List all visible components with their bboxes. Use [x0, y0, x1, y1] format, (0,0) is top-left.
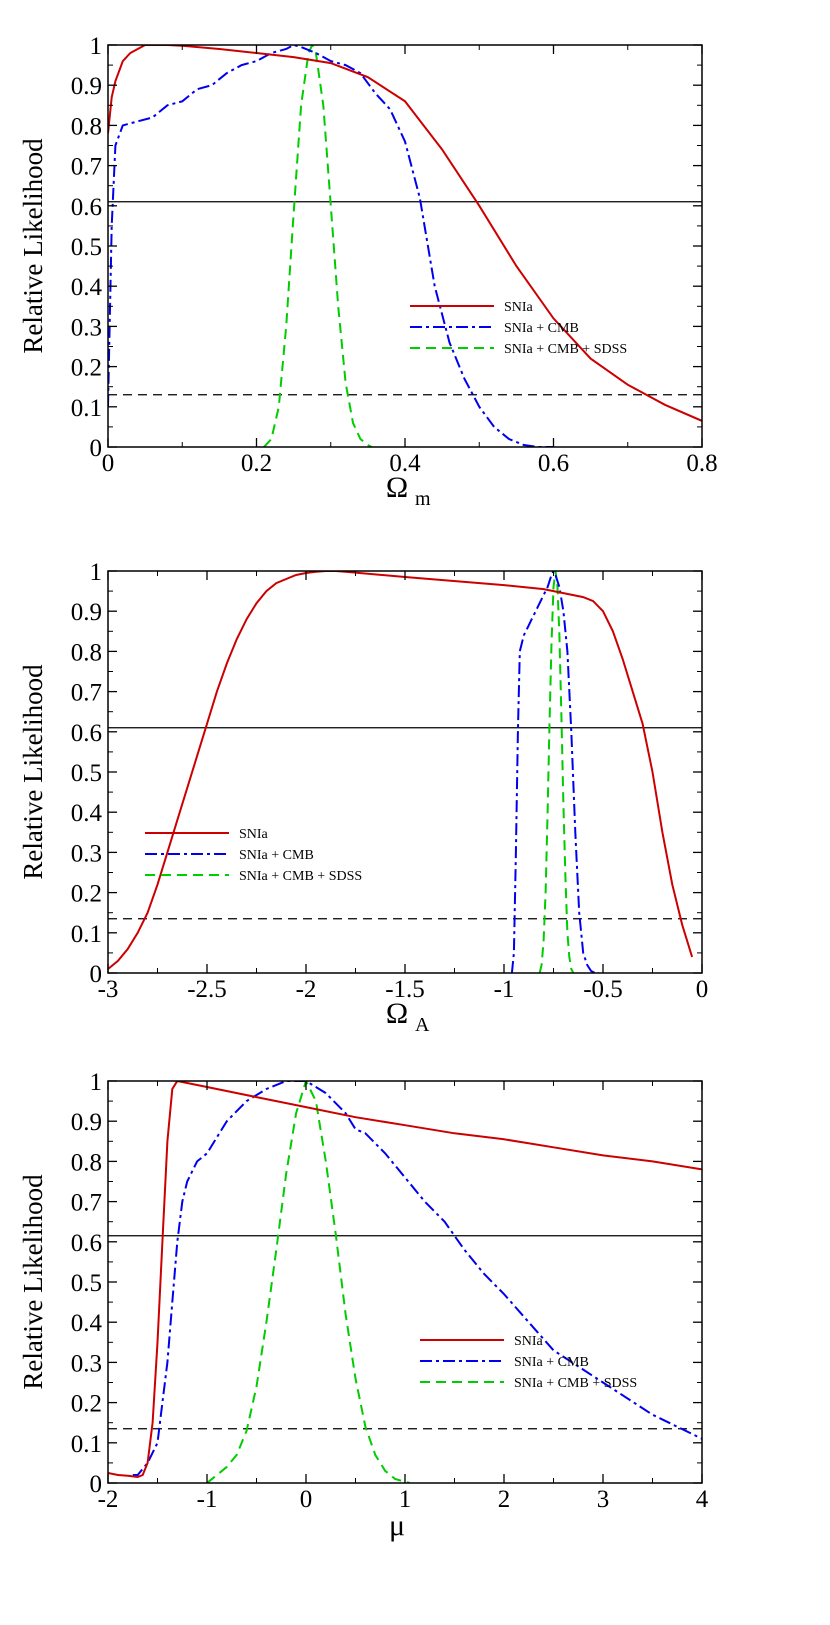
y-tick-label: 0.1 — [71, 921, 102, 948]
x-tick-label: -2.5 — [187, 976, 227, 1003]
y-tick-label: 0.6 — [71, 194, 102, 221]
y-tick-label: 0.2 — [71, 881, 102, 908]
y-axis-label: Relative Likelihood — [18, 664, 48, 880]
y-tick-label: 0 — [90, 1471, 103, 1498]
y-tick-label: 0.7 — [71, 1190, 102, 1217]
legend-label: SNIa + CMB — [239, 848, 314, 863]
legend-label: SNIa — [504, 300, 534, 315]
series-line-snia — [108, 45, 702, 422]
x-tick-label: 0.6 — [538, 450, 569, 477]
series-line-snia-cmb — [108, 45, 554, 447]
series-line-snia-cmb-sdss — [206, 1081, 411, 1483]
y-tick-label: 0.8 — [71, 113, 102, 140]
plot-frame — [107, 44, 703, 448]
y-tick-label: 0.9 — [71, 1109, 102, 1136]
x-tick-label: 0 — [102, 450, 115, 477]
series-line-snia-cmb-sdss — [538, 571, 575, 973]
x-tick-label: -1 — [494, 976, 515, 1003]
x-tick-label: -0.5 — [583, 976, 623, 1003]
x-tick-label: 0 — [300, 1486, 313, 1513]
x-tick-label: 3 — [597, 1486, 610, 1513]
x-tick-label: -3 — [98, 976, 119, 1003]
x-axis-label: Ω — [386, 471, 408, 504]
x-tick-label: -2 — [98, 1486, 119, 1513]
y-tick-label: 0.1 — [71, 395, 102, 422]
x-tick-label: -1.5 — [385, 976, 425, 1003]
y-tick-label: 0.5 — [71, 760, 102, 787]
y-tick-label: 0 — [90, 961, 103, 988]
legend: SNIa SNIa + CMB SNIa + CMB + SDSS — [145, 827, 362, 884]
y-tick-label: 0.3 — [71, 840, 102, 867]
y-tick-label: 0.1 — [71, 1431, 102, 1458]
x-tick-label: -2 — [296, 976, 317, 1003]
x-tick-label: 2 — [498, 1486, 511, 1513]
legend-label: SNIa + CMB + SDSS — [514, 1376, 637, 1391]
panel-omega-m: 0 0.2 0.4 0.6 0.8 0 0.1 0.2 0.3 0.4 0.5 0.6 0.7 0.8 0.… — [18, 33, 718, 510]
y-tick-label: 1 — [90, 559, 103, 586]
x-tick-label: 0.8 — [686, 450, 717, 477]
plot-frame — [107, 1080, 703, 1484]
y-tick-label: 0 — [90, 435, 103, 462]
y-tick-label: 0.3 — [71, 314, 102, 341]
y-tick-label: 1 — [90, 33, 103, 60]
panel-mu: -2 -1 0 1 2 3 4 0 0.1 0.2 0.3 0.4 0.5 0.6 0.7 0.8 0.9 1 Re… — [18, 1069, 709, 1542]
legend: SNIa SNIa + CMB SNIa + CMB + SDSS — [420, 1334, 637, 1391]
legend-label: SNIa + CMB + SDSS — [239, 869, 362, 884]
y-tick-label: 0.4 — [71, 1310, 103, 1337]
y-tick-label: 0.8 — [71, 1149, 102, 1176]
y-tick-label: 0.5 — [71, 1270, 102, 1297]
y-tick-label: 0.4 — [71, 800, 103, 827]
legend-label: SNIa + CMB + SDSS — [504, 342, 627, 357]
series-line-snia-cmb — [510, 571, 599, 973]
legend-label: SNIa — [514, 1334, 544, 1349]
y-axis-label: Relative Likelihood — [18, 138, 48, 354]
y-tick-label: 0.7 — [71, 154, 102, 181]
y-tick-label: 0.3 — [71, 1350, 102, 1377]
x-axis-label-subscript: A — [415, 1014, 430, 1036]
y-tick-label: 0.4 — [71, 274, 103, 301]
y-tick-label: 0.9 — [71, 73, 102, 100]
x-tick-label: -1 — [197, 1486, 218, 1513]
y-tick-label: 0.2 — [71, 1391, 102, 1418]
x-tick-label: 0.2 — [241, 450, 272, 477]
x-axis-label: Ω — [386, 997, 408, 1030]
x-tick-label: 1 — [399, 1486, 412, 1513]
series-line-snia-cmb — [132, 1081, 702, 1476]
y-tick-label: 1 — [90, 1069, 103, 1096]
series-line-snia-cmb-sdss — [263, 45, 373, 447]
y-tick-label: 0.8 — [71, 639, 102, 666]
legend-label: SNIa — [239, 827, 269, 842]
y-axis-label: Relative Likelihood — [18, 1174, 48, 1390]
panel-omega-a: -3 -2.5 -2 -1.5 -1 -0.5 0 0 0.1 0.2 0.3 0.4 0.5 0.6 0.… — [18, 559, 708, 1036]
y-tick-label: 0.7 — [71, 680, 102, 707]
y-tick-label: 0.5 — [71, 234, 102, 261]
y-tick-label: 0.6 — [71, 1230, 102, 1257]
y-tick-label: 0.9 — [71, 599, 102, 626]
x-axis-label: μ — [389, 1509, 405, 1542]
legend: SNIa SNIa + CMB SNIa + CMB + SDSS — [410, 300, 627, 357]
x-tick-label: 0.4 — [389, 450, 421, 477]
x-tick-label: 0 — [696, 976, 709, 1003]
series-line-snia — [108, 1081, 702, 1479]
x-tick-label: 4 — [696, 1486, 709, 1513]
legend-label: SNIa + CMB — [504, 321, 579, 336]
series-line-snia — [108, 571, 694, 970]
y-tick-label: 0.6 — [71, 720, 102, 747]
y-tick-label: 0.2 — [71, 355, 102, 382]
legend-label: SNIa + CMB — [514, 1355, 589, 1370]
x-axis-label-subscript: m — [415, 488, 431, 510]
